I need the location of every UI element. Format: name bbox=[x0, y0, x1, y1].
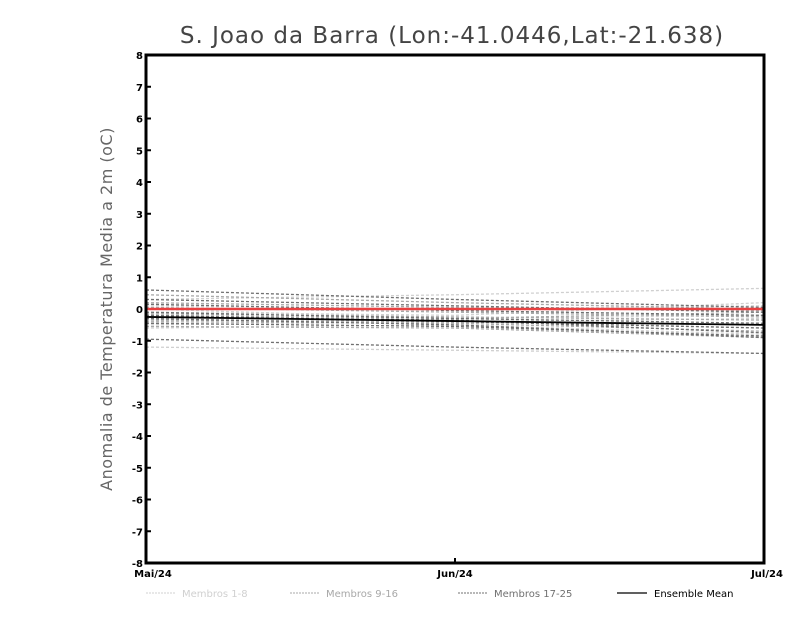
y-tick-label: -2 bbox=[132, 369, 143, 380]
y-tick-label: -6 bbox=[132, 496, 143, 507]
y-tick-label: 1 bbox=[136, 273, 143, 284]
x-tick-label: Mai/24 bbox=[134, 569, 172, 580]
legend-label: Membros 9-16 bbox=[326, 589, 398, 600]
y-tick-label: -4 bbox=[132, 432, 143, 443]
legend-label: Ensemble Mean bbox=[654, 589, 733, 600]
member-line-group-1 bbox=[145, 346, 765, 355]
y-tick-label: -1 bbox=[132, 337, 143, 348]
y-tick-label: 0 bbox=[136, 305, 143, 316]
y-tick-label: 5 bbox=[136, 146, 143, 157]
member-line-group-3 bbox=[145, 311, 765, 324]
y-tick-label: -8 bbox=[132, 559, 143, 570]
member-line-group-3 bbox=[145, 316, 765, 334]
y-tick-label: 3 bbox=[136, 210, 143, 221]
y-tick-label: -3 bbox=[132, 400, 143, 411]
member-line-group-2 bbox=[145, 325, 765, 339]
x-tick-label: Jul/24 bbox=[750, 569, 783, 580]
y-tick-label: -7 bbox=[132, 527, 143, 538]
member-line-group-3 bbox=[145, 338, 765, 355]
y-tick-label: -5 bbox=[132, 464, 143, 475]
member-line-group-2 bbox=[145, 294, 765, 310]
member-line-group-3 bbox=[145, 314, 765, 329]
plot-frame bbox=[144, 53, 766, 565]
member-line-group-2 bbox=[145, 306, 765, 318]
ensemble-mean-line bbox=[145, 316, 765, 326]
member-line-group-3 bbox=[145, 303, 765, 316]
x-tick-label: Jun/24 bbox=[436, 569, 473, 580]
member-line-group-1 bbox=[145, 308, 765, 320]
legend-label: Membros 1-8 bbox=[182, 589, 248, 600]
chart-title: S. Joao da Barra (Lon:-41.0446,Lat:-21.6… bbox=[180, 23, 724, 49]
y-tick-label: 8 bbox=[136, 51, 143, 62]
y-tick-label: 4 bbox=[136, 178, 143, 189]
member-line-group-1 bbox=[145, 324, 765, 336]
member-line-group-2 bbox=[145, 313, 765, 321]
y-tick-label: 6 bbox=[136, 115, 143, 126]
member-line-group-3 bbox=[145, 289, 765, 309]
y-axis-label: Anomalia de Temperatura Media a 2m (oC) bbox=[97, 127, 116, 491]
member-line-group-3 bbox=[145, 317, 765, 339]
y-tick-label: 2 bbox=[136, 242, 143, 253]
y-tick-label: 7 bbox=[136, 83, 143, 94]
member-line-group-1 bbox=[145, 287, 765, 301]
legend-label: Membros 17-25 bbox=[494, 589, 572, 600]
